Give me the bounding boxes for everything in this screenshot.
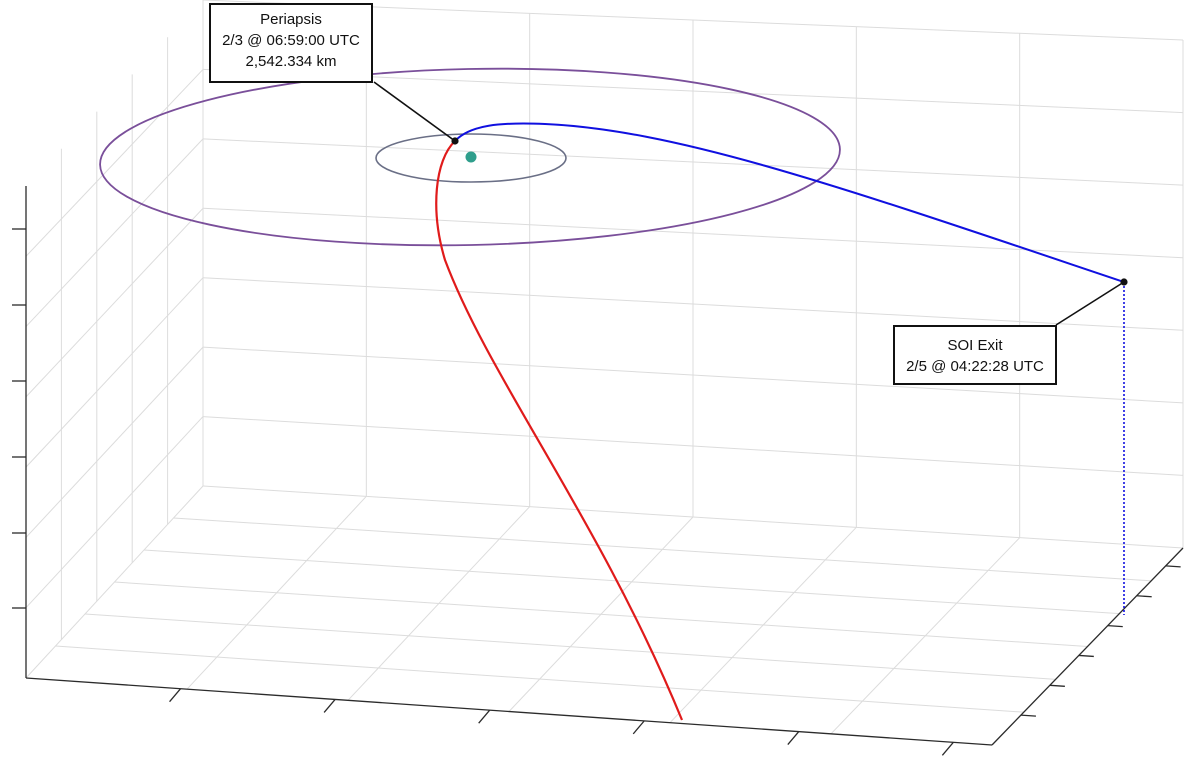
y-axis-tick xyxy=(1107,624,1123,628)
side-wall-grid-line xyxy=(25,69,204,257)
soi-exit-point xyxy=(1120,278,1128,286)
periapsis-annotation: Periapsis 2/3 @ 06:59:00 UTC 2,542.334 k… xyxy=(209,3,373,83)
floor-grid-line xyxy=(173,517,1152,582)
floor-grid-line xyxy=(55,645,1024,713)
y-axis-tick xyxy=(1020,714,1036,717)
departure-leg xyxy=(454,122,1125,283)
x-axis-line xyxy=(25,677,993,746)
y-axis-line xyxy=(991,547,1184,746)
box-edge xyxy=(202,485,1184,549)
soi-exit-annotation: SOI Exit 2/5 @ 04:22:28 UTC xyxy=(893,325,1057,385)
x-axis-tick xyxy=(323,699,336,713)
floor-grid-line xyxy=(143,549,1120,615)
inner-orbit xyxy=(375,133,567,183)
floor-grid-line xyxy=(114,581,1088,647)
y-axis-tick xyxy=(1165,565,1181,568)
outer-orbit xyxy=(99,67,841,247)
periapsis-leader xyxy=(373,81,456,142)
y-axis-tick xyxy=(1049,684,1065,687)
periapsis-time: 2/3 @ 06:59:00 UTC xyxy=(222,32,360,49)
central-body xyxy=(465,151,477,163)
x-axis-tick xyxy=(169,688,182,703)
trajectory xyxy=(435,122,1125,721)
markers xyxy=(451,137,1128,286)
periapsis-title: Periapsis xyxy=(260,11,322,28)
floor-grid-line xyxy=(84,613,1056,680)
y-axis-tick xyxy=(1136,595,1152,598)
side-wall-grid-line xyxy=(25,207,204,398)
box-edge xyxy=(25,485,204,679)
back-wall-grid-line xyxy=(202,346,1184,404)
back-wall-grid-line xyxy=(202,277,1184,331)
back-wall-grid-line xyxy=(202,416,1184,476)
side-wall-grid-line xyxy=(25,138,204,327)
back-wall-grid-line xyxy=(202,207,1184,259)
orbits xyxy=(99,67,841,247)
x-axis-tick xyxy=(478,709,491,724)
x-axis-tick xyxy=(787,731,800,746)
soi-exit-leader xyxy=(1055,281,1125,326)
soi-exit-title: SOI Exit xyxy=(947,337,1003,354)
approach-leg xyxy=(435,140,684,721)
periapsis-point xyxy=(451,137,459,145)
annotation-leaders xyxy=(373,81,1125,326)
side-wall-grid-line xyxy=(25,277,204,468)
back-wall-grid-line xyxy=(202,138,1184,186)
x-axis-tick xyxy=(941,741,954,756)
periapsis-altitude: 2,542.334 km xyxy=(245,53,337,70)
soi-exit-time: 2/5 @ 04:22:28 UTC xyxy=(906,358,1044,375)
axes xyxy=(12,186,1184,756)
x-axis-tick xyxy=(632,720,645,735)
y-axis-tick xyxy=(1078,654,1094,658)
side-wall-grid-line xyxy=(25,346,204,538)
side-wall-grid-line xyxy=(25,416,204,609)
